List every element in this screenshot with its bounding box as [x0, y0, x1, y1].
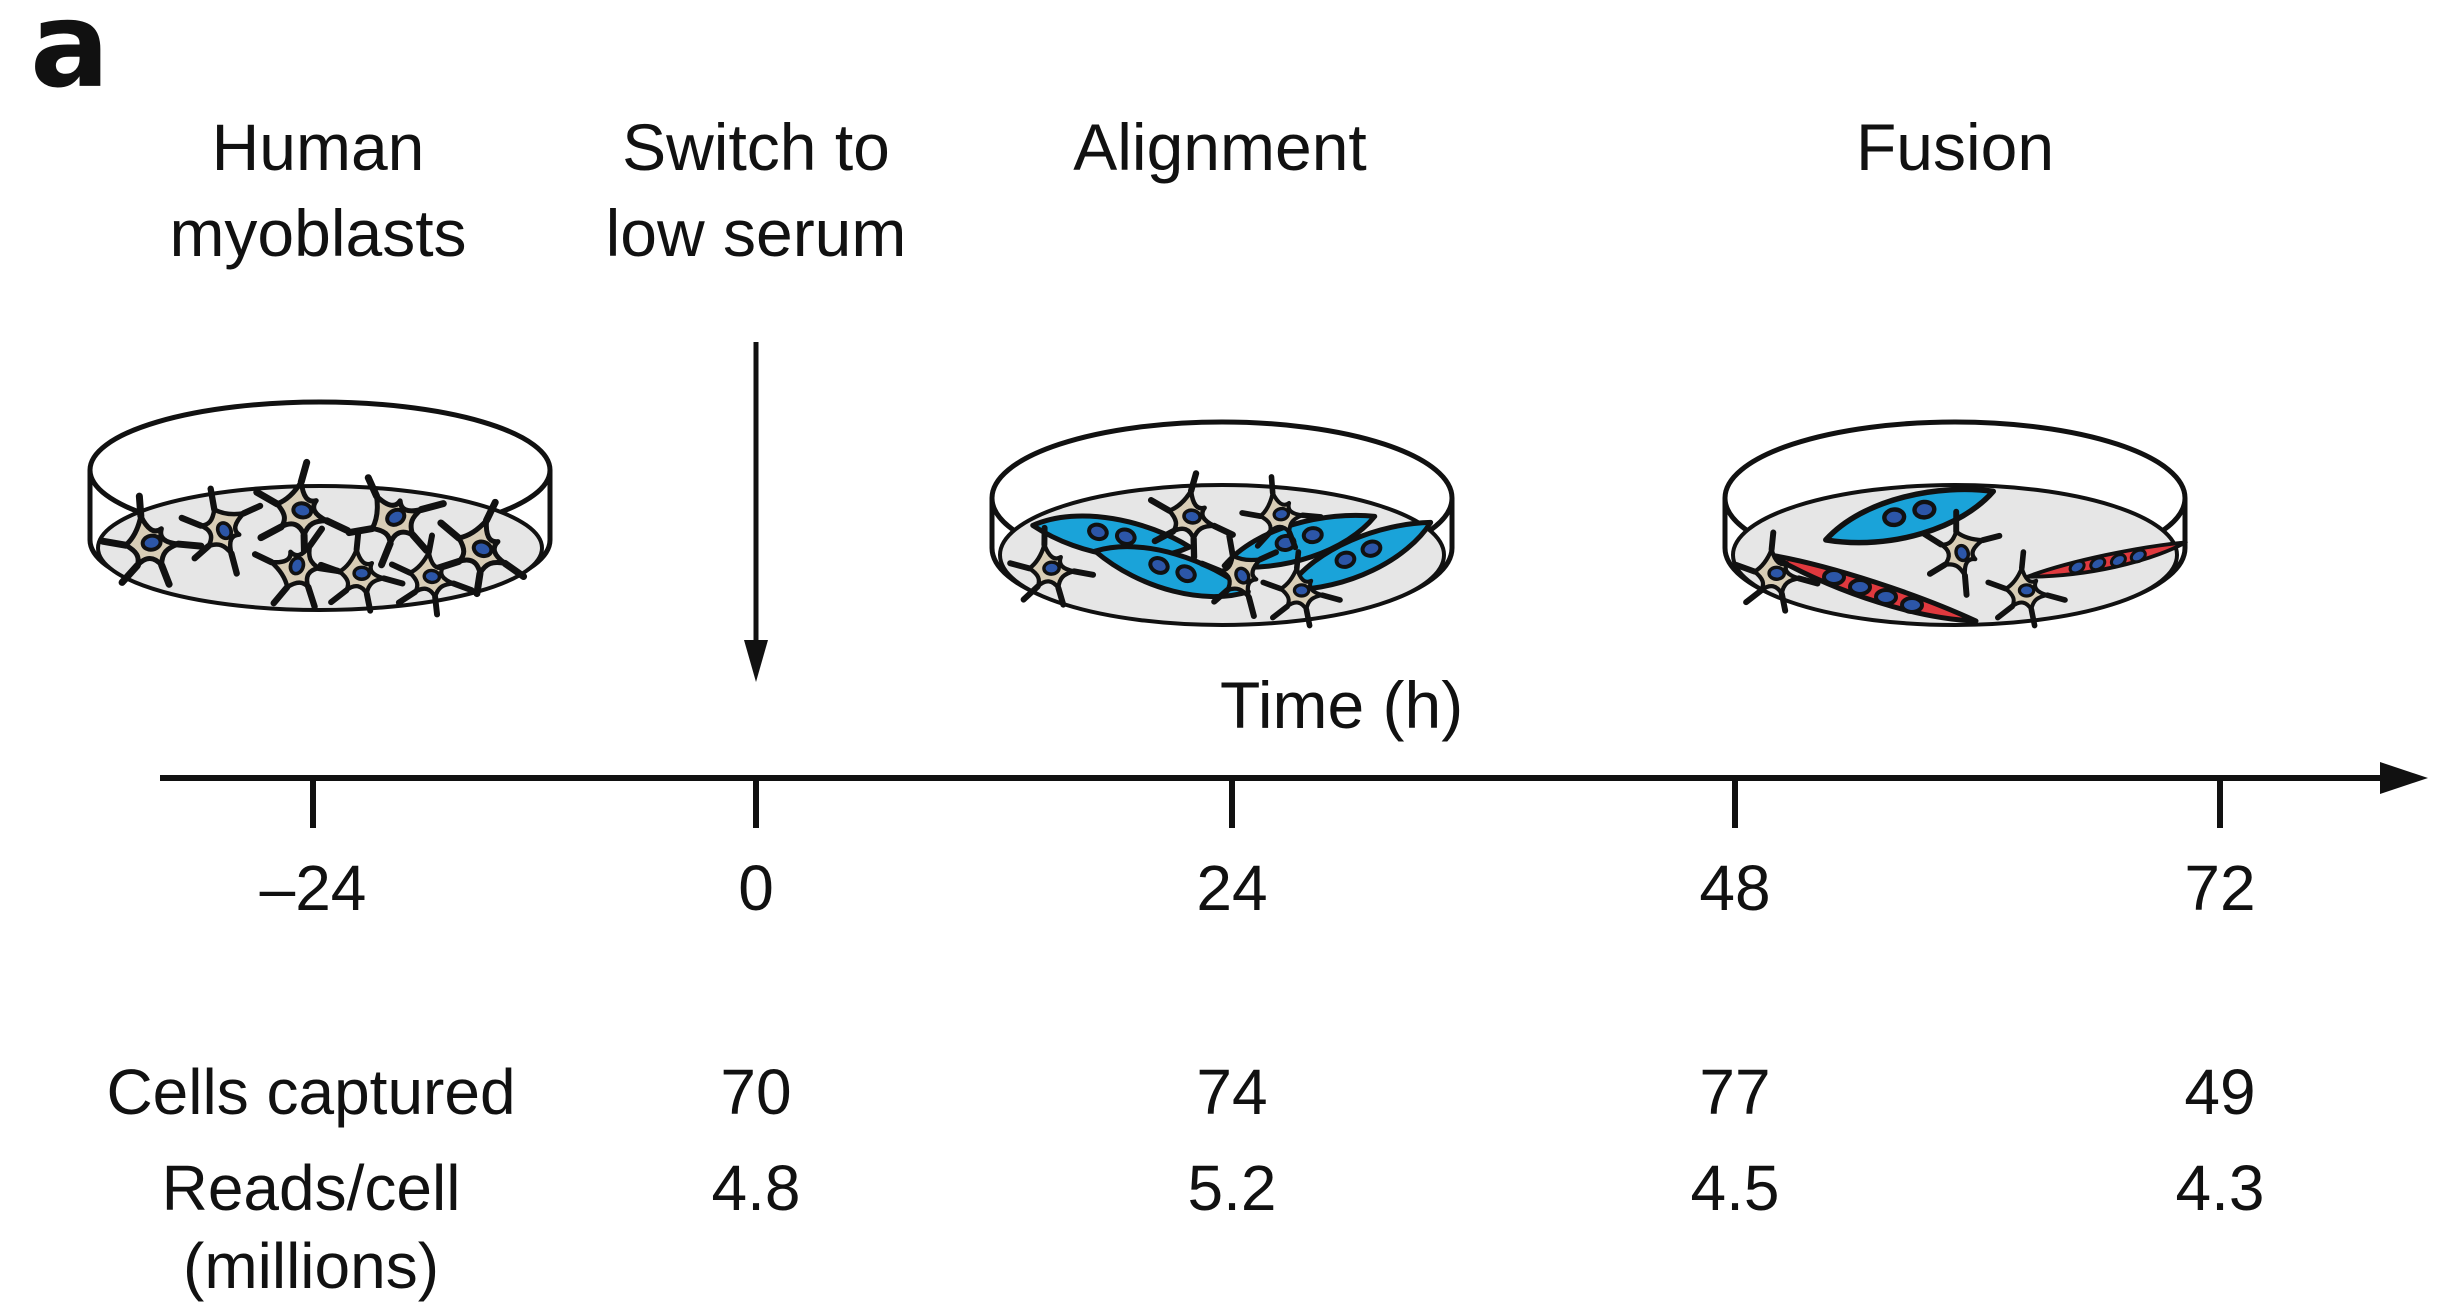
petri-dish-alignment	[989, 419, 1455, 630]
panel-letter: a	[30, 0, 110, 114]
reads-per-cell-label: Reads/cell	[161, 1152, 461, 1224]
cells-captured-value: 70	[720, 1056, 792, 1128]
stage-label-human-myoblasts: Human myoblasts	[98, 104, 538, 276]
tick-label: 24	[1196, 852, 1268, 924]
stage-label-line: Switch to	[622, 110, 890, 184]
time-axis	[160, 762, 2428, 828]
tick-label: 48	[1699, 852, 1771, 924]
reads-per-cell-value: 4.3	[2175, 1152, 2265, 1224]
reads-per-cell-value: 4.8	[711, 1152, 801, 1224]
tick-label: 0	[738, 852, 774, 924]
stage-label-line: myoblasts	[169, 196, 467, 270]
cells-captured-value: 77	[1699, 1056, 1771, 1128]
tick-label: 72	[2184, 852, 2256, 924]
petri-dish-myoblasts	[87, 399, 553, 620]
reads-per-cell-value: 5.2	[1187, 1152, 1277, 1224]
stage-label-line: Alignment	[1073, 110, 1367, 184]
cells-captured-value: 74	[1196, 1056, 1268, 1128]
tick-label: –24	[259, 852, 367, 924]
reads-per-cell-value: 4.5	[1690, 1152, 1780, 1224]
switch-arrow	[744, 342, 768, 682]
stage-label-line: low serum	[605, 196, 907, 270]
axis-title: Time (h)	[1220, 668, 1464, 742]
stage-label-line: Human	[211, 110, 425, 184]
reads-per-cell-unit: (millions)	[183, 1230, 439, 1302]
cells-captured-label: Cells captured	[106, 1056, 516, 1128]
stage-label-switch-to-low-serum: Switch to low serum	[536, 104, 976, 276]
stage-label-fusion: Fusion	[1735, 104, 2175, 190]
stage-label-alignment: Alignment	[1000, 104, 1440, 190]
cells-captured-value: 49	[2184, 1056, 2256, 1128]
petri-dish-fusion	[1722, 419, 2188, 626]
stage-label-line: Fusion	[1855, 110, 2055, 184]
